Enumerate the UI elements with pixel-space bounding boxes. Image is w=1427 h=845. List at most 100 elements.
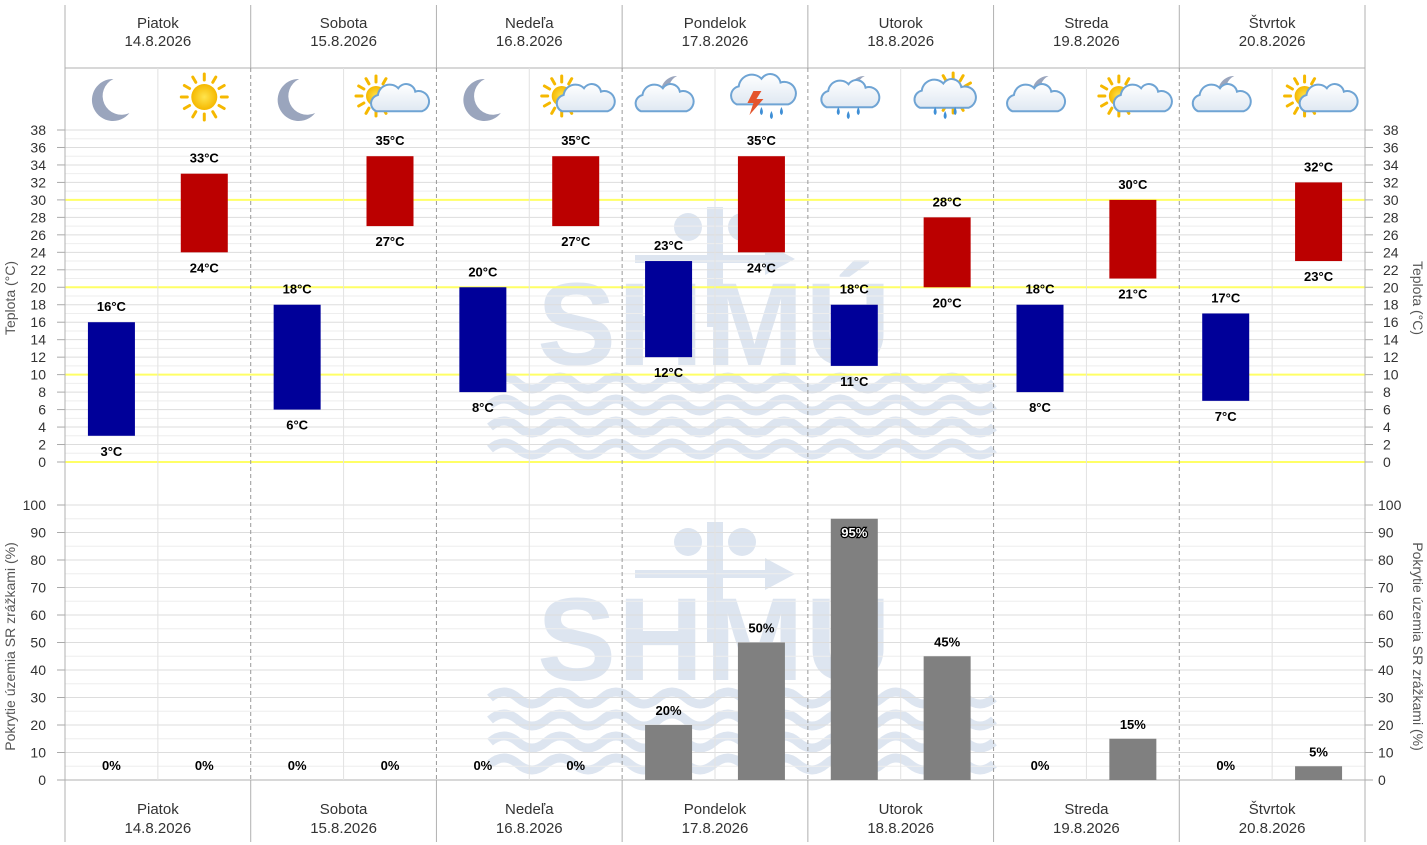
sun-ray [958, 74, 965, 83]
night-temperature-bar [459, 287, 507, 393]
precip-value-label: 0% [288, 758, 307, 773]
day-footer-date: 17.8.2026 [682, 820, 749, 837]
temperature-tick-label-right: 10 [1383, 367, 1399, 383]
day-header-name: Nedeľa [505, 15, 554, 32]
precip-value-label: 45% [934, 634, 960, 649]
temperature-tick-label-right: 32 [1383, 174, 1399, 190]
day-temperature-max-label: 35°C [561, 133, 591, 148]
temperature-tick-label-right: 38 [1383, 122, 1399, 138]
rain-drop [933, 107, 937, 115]
sun-ray [1310, 77, 1317, 86]
temperature-tick-label-right: 20 [1383, 279, 1399, 295]
sun-ray [364, 77, 371, 86]
day-header-name: Piatok [137, 15, 179, 32]
day-header-date: 16.8.2026 [496, 33, 563, 50]
precip-tick-label-left: 100 [23, 497, 47, 513]
night-temperature-min-label: 11°C [840, 374, 869, 389]
sun-ray [217, 84, 226, 90]
day-header-name: Sobota [320, 15, 368, 32]
watermark-wave [487, 438, 997, 460]
temperature-tick-label-right: 8 [1383, 384, 1391, 400]
day-temperature-min-label: 23°C [1304, 269, 1334, 284]
precip-tick-label-left: 80 [30, 552, 46, 568]
temperature-tick-label-right: 2 [1383, 437, 1391, 453]
day-temperature-bar [1295, 182, 1343, 262]
day-footer-date: 15.8.2026 [310, 820, 377, 837]
precip-value-label: 0% [1031, 758, 1050, 773]
precip-value-label: 0% [1216, 758, 1235, 773]
precip-tick-label-left: 0 [38, 772, 46, 788]
sun-ray [182, 84, 192, 90]
precip-tick-label-left: 70 [30, 580, 46, 596]
temperature-tick-label-right: 26 [1383, 227, 1399, 243]
temperature-tick-label-left: 32 [30, 174, 46, 190]
sun-ray [1100, 101, 1109, 108]
sun-ray [211, 110, 218, 119]
cloud-shape [1191, 83, 1252, 113]
temperature-tick-label-right: 28 [1383, 209, 1399, 225]
day-header-name: Streda [1064, 15, 1109, 32]
sun-ray [567, 77, 574, 86]
sun-ray [1293, 77, 1300, 86]
precip-tick-label-right: 40 [1378, 662, 1394, 678]
precip-tick-label-left: 30 [30, 690, 46, 706]
temperature-tick-label-left: 26 [30, 227, 46, 243]
day-footer-name: Utorok [879, 801, 924, 818]
sun-ray [381, 77, 388, 86]
precip-bar [923, 656, 971, 780]
night-temperature-max-label: 17°C [1211, 290, 1241, 305]
moon-cloud-icon [1191, 75, 1252, 113]
sun-ray [1107, 77, 1114, 86]
precip-tick-label-left: 20 [30, 717, 46, 733]
precip-bar [830, 518, 878, 780]
sun-ray [542, 101, 552, 108]
moon-cloud-icon [634, 75, 695, 113]
rain-drop [943, 111, 947, 119]
temperature-tick-label-left: 6 [38, 402, 46, 418]
sun-ray [191, 110, 198, 119]
temperature-tick-label-right: 22 [1383, 262, 1399, 278]
precip-value-label: 0% [566, 758, 585, 773]
day-temperature-min-label: 27°C [561, 234, 591, 249]
sun-ray [182, 104, 192, 110]
day-header-date: 18.8.2026 [867, 33, 934, 50]
night-temperature-bar [1202, 313, 1250, 401]
night-temperature-max-label: 16°C [97, 299, 127, 314]
cloud-shape [1298, 83, 1359, 113]
day-temperature-min-label: 27°C [375, 234, 405, 249]
sun-cloud-icon [1097, 74, 1173, 118]
precip-tick-label-left: 90 [30, 525, 46, 541]
rain-drop [846, 111, 850, 119]
cloud-shape [820, 79, 881, 109]
day-footer-date: 20.8.2026 [1239, 820, 1306, 837]
day-footer-name: Sobota [320, 801, 368, 818]
rain-drop [769, 111, 773, 119]
temperature-tick-label-left: 10 [30, 367, 46, 383]
day-temperature-bar [1109, 199, 1157, 279]
precip-axis-title-right: Pokrytie územia SR zrážkami (%) [1410, 542, 1426, 751]
watermark-vane-cup [674, 528, 702, 556]
day-header-date: 19.8.2026 [1053, 33, 1120, 50]
temperature-tick-label-right: 36 [1383, 139, 1399, 155]
sun-ray [1293, 106, 1300, 115]
night-temperature-min-label: 8°C [472, 400, 494, 415]
day-temperature-max-label: 28°C [933, 194, 963, 209]
precip-tick-label-right: 10 [1378, 745, 1394, 761]
precip-tick-label-right: 80 [1378, 552, 1394, 568]
precip-value-label: 15% [1120, 717, 1146, 732]
moon-shape [91, 78, 130, 121]
precip-value-label: 95% [841, 525, 867, 540]
precip-value-label: 0% [195, 758, 214, 773]
day-temperature-max-label: 35°C [747, 133, 777, 148]
sun-ray [1285, 84, 1294, 91]
precip-tick-label-left: 40 [30, 662, 46, 678]
precip-tick-label-right: 60 [1378, 607, 1394, 623]
day-temperature-max-label: 33°C [190, 151, 220, 166]
temperature-tick-label-right: 6 [1383, 402, 1391, 418]
precip-value-label: 5% [1309, 744, 1328, 759]
day-temperature-min-label: 21°C [1118, 287, 1148, 302]
day-footer-date: 19.8.2026 [1053, 820, 1120, 837]
night-temperature-max-label: 18°C [840, 282, 870, 297]
temperature-tick-label-right: 12 [1383, 349, 1399, 365]
